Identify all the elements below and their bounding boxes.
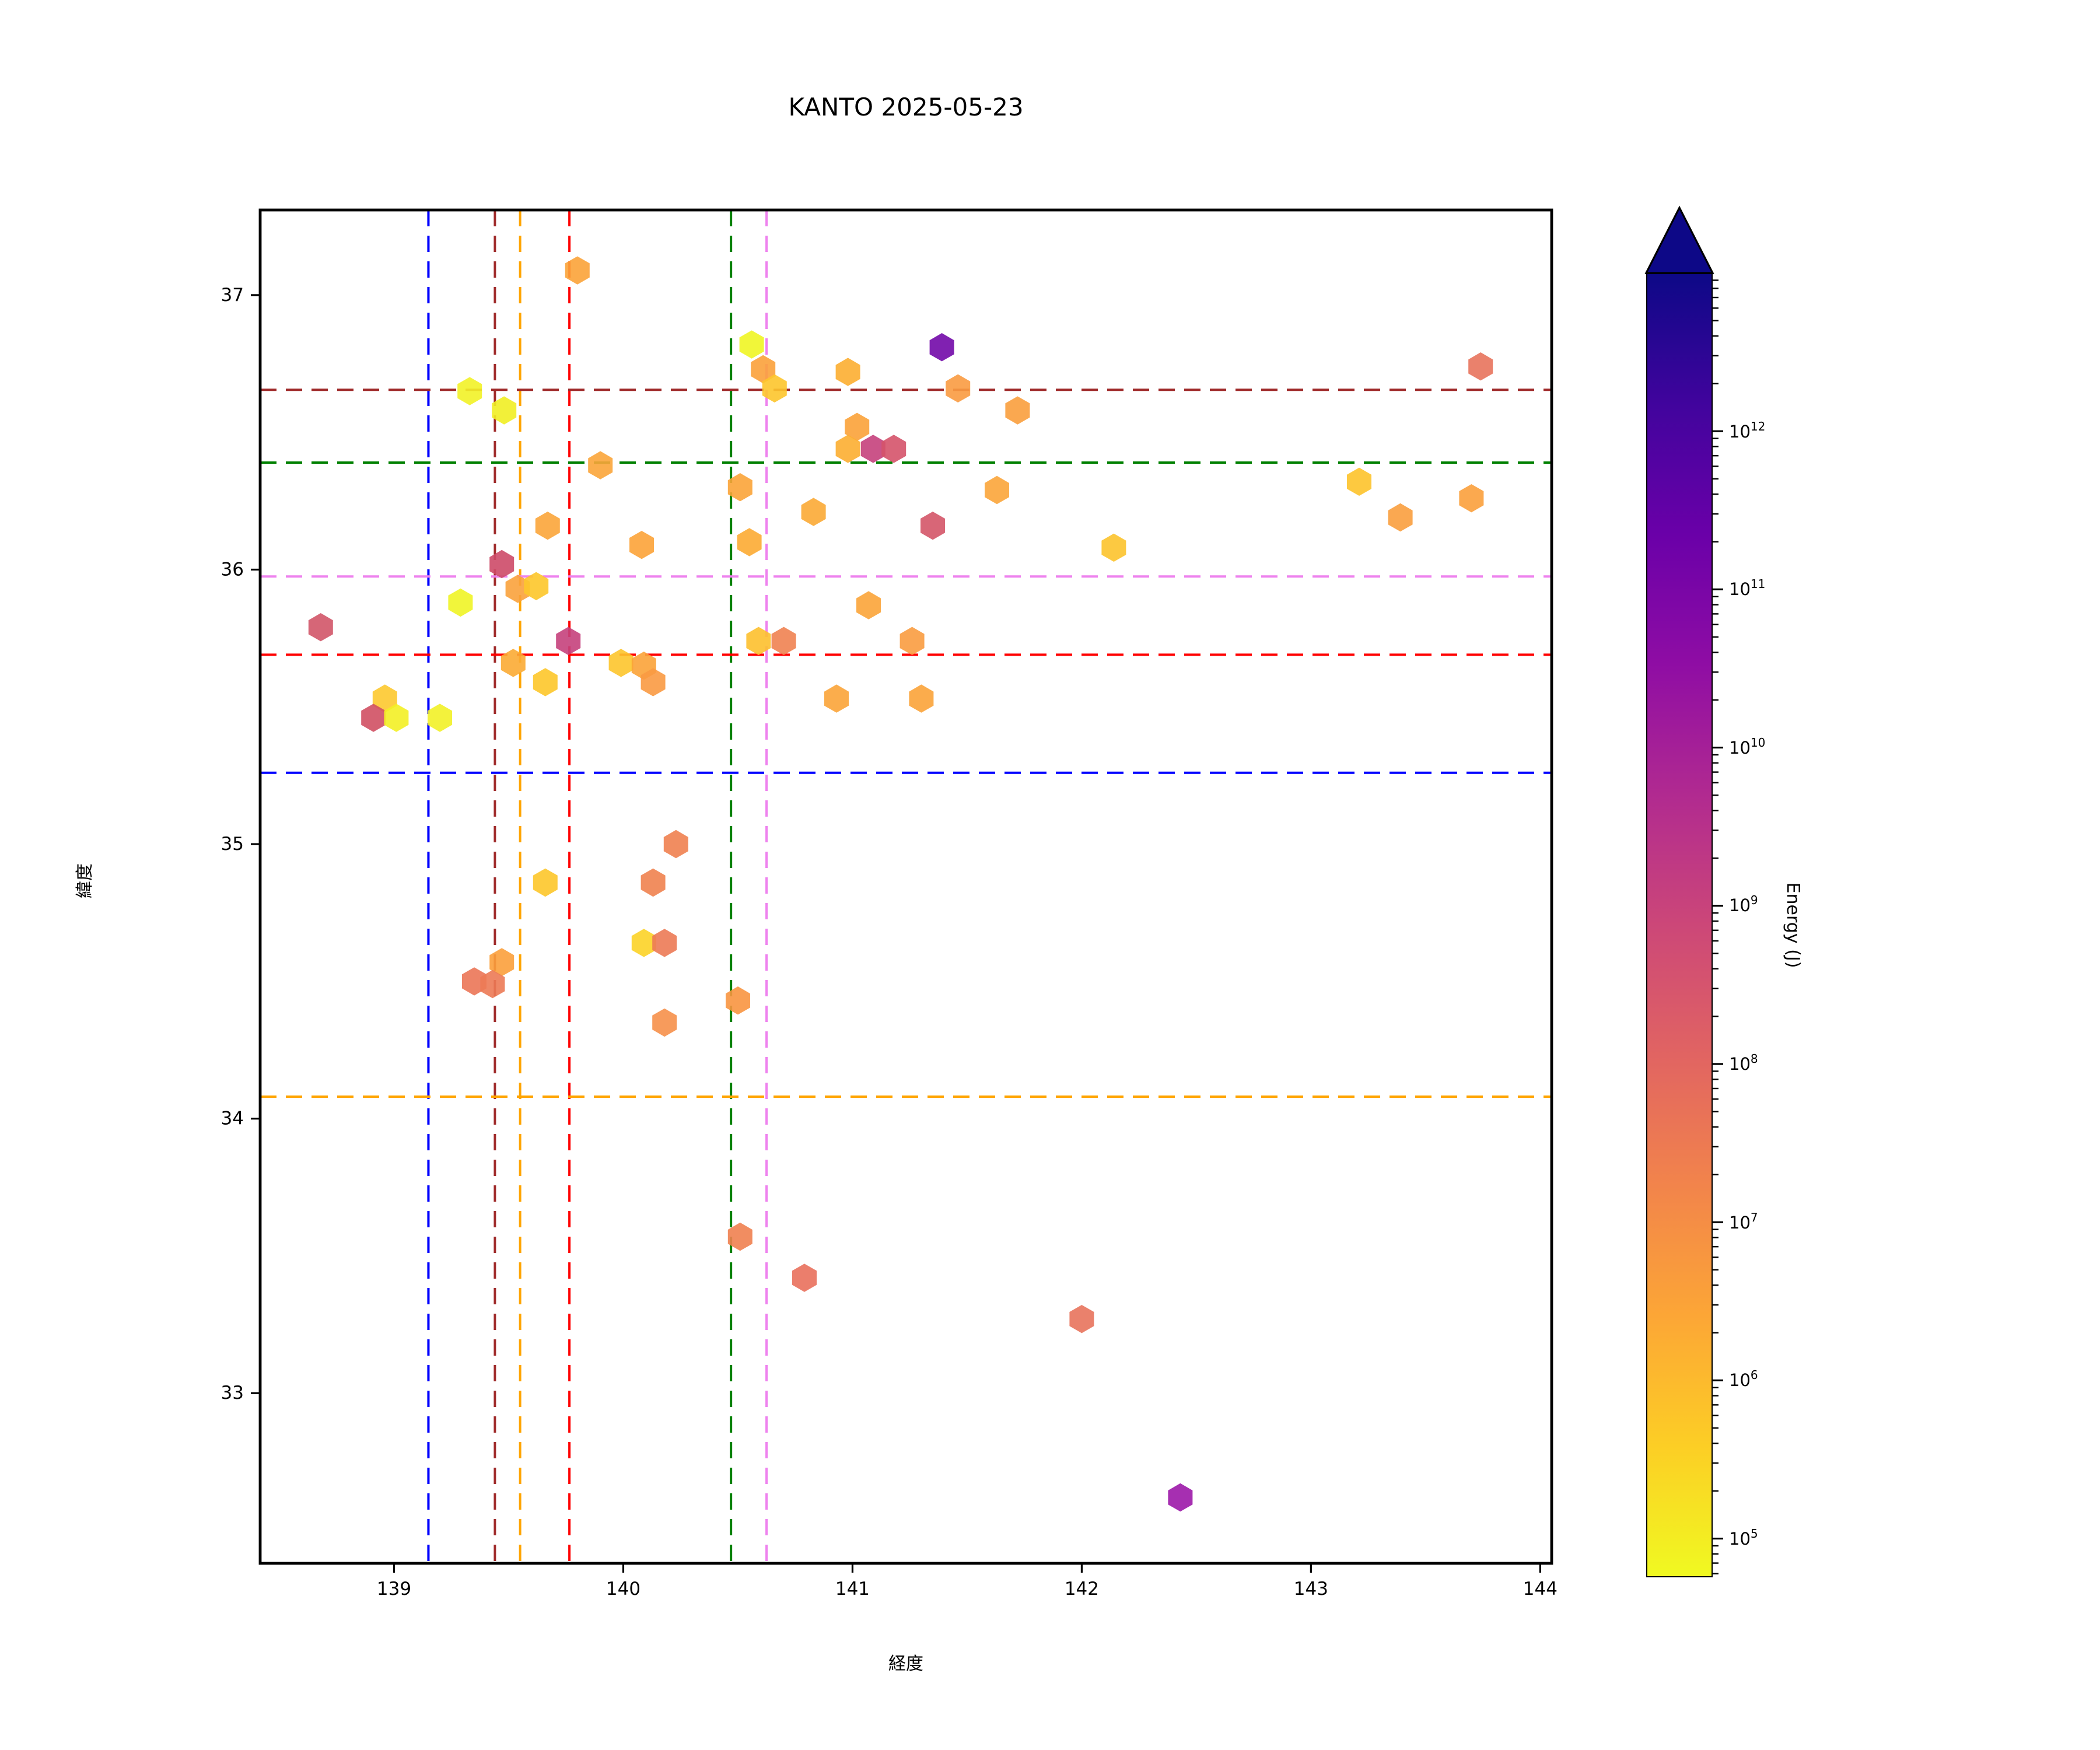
x-axis-label: 経度 — [888, 1653, 923, 1674]
colorbar-tick-label: 106 — [1729, 1370, 1758, 1391]
scatter-point — [1069, 1305, 1094, 1334]
scatter-point — [737, 528, 762, 556]
colorbar-tick-label: 107 — [1729, 1212, 1758, 1233]
scatter-point — [881, 435, 907, 463]
scatter-point — [372, 684, 397, 713]
scatter-point — [792, 1264, 817, 1292]
scatter-point — [727, 1222, 752, 1251]
scatter-point — [1168, 1483, 1193, 1512]
colorbar-tick-label: 105 — [1729, 1528, 1758, 1549]
scatter-point — [900, 626, 925, 655]
scatter-point — [727, 473, 752, 502]
scatter-point — [640, 668, 666, 696]
y-tick-label: 35 — [221, 834, 244, 855]
scatter-point — [845, 412, 870, 441]
scatter-point — [588, 451, 613, 480]
scatter-point — [565, 256, 590, 285]
x-tick-label: 140 — [606, 1578, 640, 1600]
scatter-point — [856, 591, 881, 620]
scatter-point — [501, 649, 526, 677]
scatter-point — [909, 684, 934, 713]
scatter-point — [524, 572, 549, 600]
scatter-point — [739, 330, 764, 359]
scatter-point — [652, 929, 677, 957]
y-tick-label: 36 — [221, 559, 244, 580]
scatter-point — [492, 396, 517, 425]
colorbar-tick-label: 1010 — [1729, 737, 1766, 758]
scatter-point — [824, 684, 849, 713]
scatter-point — [457, 377, 482, 405]
scatter-point — [771, 626, 796, 655]
y-tick-label: 37 — [221, 285, 244, 306]
scatter-point — [746, 626, 771, 655]
scatter-point — [835, 358, 860, 386]
colorbar-extend-arrow — [1644, 205, 1714, 274]
scatter-point — [1101, 533, 1126, 562]
scatter-point — [448, 588, 473, 617]
scatter-point — [308, 613, 333, 642]
colorbar-tick-label: 1011 — [1729, 579, 1766, 600]
colorbar-gradient — [1646, 273, 1713, 1577]
scatter-point — [946, 374, 971, 402]
axes-spines — [258, 208, 1553, 1565]
scatter-point — [1347, 467, 1371, 496]
scatter-point — [489, 550, 514, 579]
colorbar-ticks-canvas — [1644, 205, 1723, 1574]
plot-title: KANTO 2025-05-23 — [788, 93, 1024, 121]
scatter-point — [1468, 352, 1493, 381]
scatter-point — [726, 986, 750, 1015]
scatter-point — [652, 1008, 677, 1037]
x-tick-label: 143 — [1294, 1578, 1328, 1600]
scatter-point — [631, 929, 656, 957]
colorbar-tick-label: 109 — [1729, 895, 1758, 916]
scatter-point — [533, 668, 558, 696]
scatter-point — [1005, 396, 1030, 425]
scatter-point — [384, 704, 409, 732]
scatter-point — [1388, 503, 1413, 532]
x-tick-label: 139 — [377, 1578, 411, 1600]
x-tick-label: 142 — [1065, 1578, 1099, 1600]
scatter-point — [361, 704, 386, 732]
y-tick-label: 34 — [221, 1108, 244, 1129]
scatter-point — [505, 575, 530, 603]
scatter-point — [835, 435, 860, 463]
scatter-point — [428, 704, 452, 732]
scatter-point — [663, 830, 688, 859]
y-tick-label: 33 — [221, 1382, 244, 1404]
scatter-point — [533, 868, 558, 897]
scatter-point — [480, 970, 505, 999]
scatter-point — [801, 498, 826, 526]
scatter-point — [640, 868, 666, 897]
colorbar-tick-label: 108 — [1729, 1054, 1758, 1074]
scatter-point — [929, 333, 954, 362]
scatter-point — [751, 355, 776, 384]
scatter-point — [556, 626, 581, 655]
scatter-point — [489, 948, 514, 977]
scatter-point — [629, 531, 654, 559]
scatter-point — [1459, 484, 1484, 513]
scatter-point — [762, 374, 787, 402]
scatter-point — [921, 512, 945, 540]
scatter-point — [535, 512, 560, 540]
scatter-point — [985, 475, 1009, 505]
scatter-point — [608, 649, 634, 677]
y-axis-label: 緯度 — [74, 863, 95, 899]
scatter-point — [860, 435, 886, 463]
colorbar-tick-label: 1012 — [1729, 421, 1766, 442]
colorbar-label: Energy (J) — [1783, 882, 1804, 968]
x-tick-label: 144 — [1523, 1578, 1558, 1600]
x-tick-label: 141 — [835, 1578, 870, 1600]
